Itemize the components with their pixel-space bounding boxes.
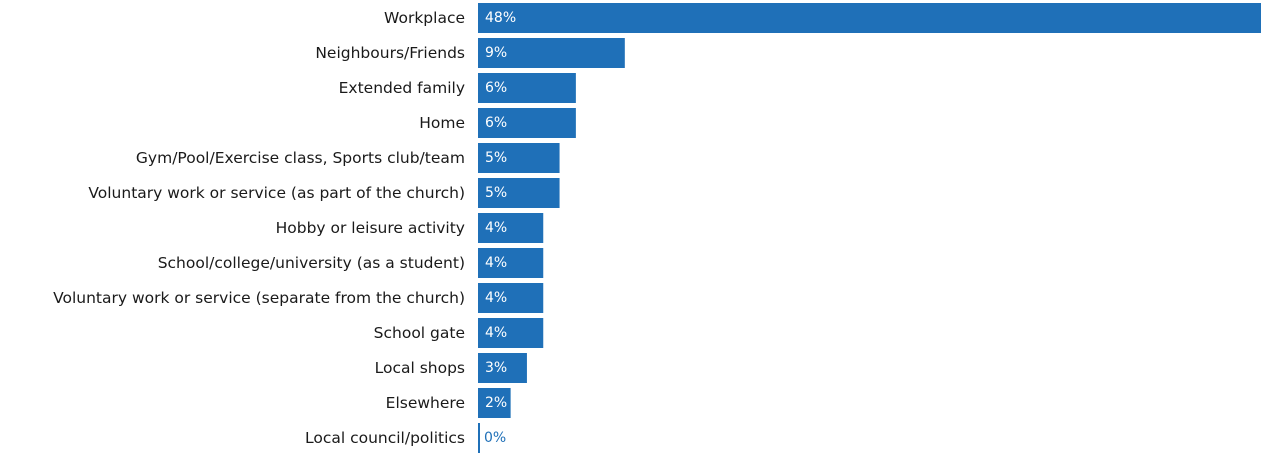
value-label: 5% [485,150,507,166]
value-label: 0% [484,430,506,446]
value-label: 9% [485,45,507,61]
value-label: 2% [485,395,507,411]
bar [478,178,560,208]
value-label: 4% [485,220,507,236]
category-label: Neighbours/Friends [315,44,465,62]
category-label: Local council/politics [305,429,465,447]
category-label: Voluntary work or service (separate from… [53,289,465,307]
value-label: 48% [485,10,516,26]
category-label: Local shops [375,359,465,377]
category-label: School gate [374,324,465,342]
bar [478,423,480,453]
value-label: 6% [485,115,507,131]
bar [478,248,544,278]
category-label: School/college/university (as a student) [158,254,465,272]
category-label: Home [419,114,465,132]
bar [478,3,1261,33]
value-label: 4% [485,290,507,306]
bar [478,283,544,313]
bar [478,143,560,173]
value-label: 4% [485,325,507,341]
category-label: Workplace [384,9,465,27]
value-label: 6% [485,80,507,96]
bar [478,73,576,103]
value-label: 4% [485,255,507,271]
value-label: 3% [485,360,507,376]
category-label: Extended family [339,79,465,97]
category-label: Hobby or leisure activity [276,219,465,237]
category-label: Elsewhere [386,394,465,412]
bar [478,38,625,68]
bar [478,318,544,348]
bar [478,108,576,138]
bar [478,213,544,243]
bar [478,353,527,383]
value-label: 5% [485,185,507,201]
category-label: Gym/Pool/Exercise class, Sports club/tea… [136,149,465,167]
bar [478,388,511,418]
category-label: Voluntary work or service (as part of th… [88,184,465,202]
